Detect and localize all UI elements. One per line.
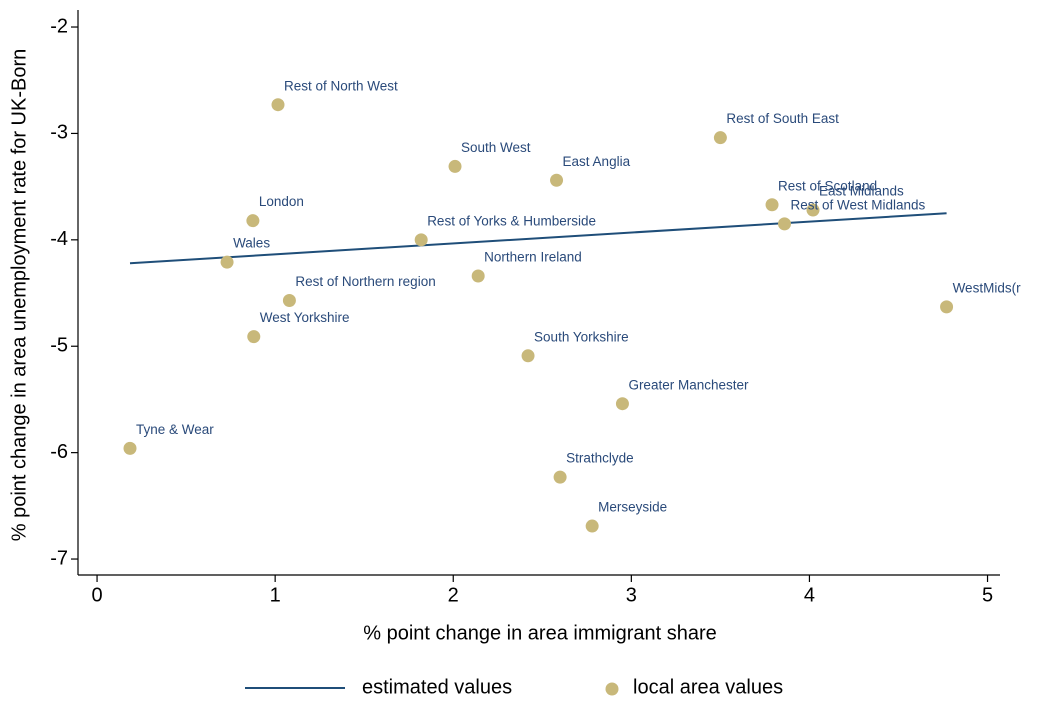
legend-marker: [605, 682, 619, 696]
point: [414, 233, 428, 247]
point: [282, 293, 296, 307]
point-label: South Yorkshire: [534, 329, 629, 344]
point-label: Strathclyde: [566, 451, 634, 466]
point-label: West Yorkshire: [260, 310, 350, 325]
point-label: East Midlands: [819, 184, 904, 199]
point-label: Wales: [233, 236, 270, 251]
x-tick-label: 4: [804, 584, 815, 606]
point: [940, 300, 954, 314]
x-tick-label: 1: [270, 584, 281, 606]
point: [448, 159, 462, 173]
x-axis-title: % point change in area immigrant share: [363, 622, 717, 644]
point: [806, 203, 820, 217]
point: [246, 214, 260, 228]
point-label: Tyne & Wear: [136, 422, 214, 437]
point-label: East Anglia: [563, 154, 631, 169]
point: [247, 330, 261, 344]
point: [713, 131, 727, 145]
y-tick-label: -2: [50, 15, 68, 37]
point: [550, 173, 564, 187]
point-label: Rest of Yorks & Humberside: [427, 213, 596, 228]
point: [585, 519, 599, 533]
point-label: Rest of North West: [284, 78, 398, 93]
fit-line: [129, 212, 947, 265]
point-label: Rest of Scotland: [778, 178, 877, 193]
point: [615, 397, 629, 411]
point-label: South West: [461, 140, 531, 155]
x-tick-label: 2: [448, 584, 459, 606]
point-label: Greater Manchester: [628, 377, 749, 392]
legend-label: local area values: [633, 676, 783, 698]
point-label: WestMids(r: [953, 280, 1022, 295]
legend-label: estimated values: [362, 676, 512, 698]
point: [521, 349, 535, 363]
point-label: Rest of Northern region: [295, 274, 435, 289]
point: [123, 441, 137, 455]
x-tick-label: 5: [982, 584, 993, 606]
y-tick-label: -3: [50, 122, 68, 144]
x-tick-label: 0: [91, 584, 102, 606]
point-label: Rest of South East: [726, 111, 839, 126]
y-tick-label: -5: [50, 335, 68, 357]
point: [553, 470, 567, 484]
point-label: London: [259, 194, 304, 209]
point: [778, 217, 792, 231]
point: [220, 255, 234, 269]
point-label: Northern Ireland: [484, 250, 582, 265]
x-tick-label: 3: [626, 584, 637, 606]
point: [471, 269, 485, 283]
y-tick-label: -6: [50, 441, 68, 463]
point-label: Merseyside: [598, 500, 667, 515]
point-label: Rest of West Midlands: [791, 197, 926, 212]
point: [271, 98, 285, 112]
y-tick-label: -4: [50, 228, 68, 250]
y-tick-label: -7: [50, 547, 68, 569]
y-axis-title: % point change in area unemployment rate…: [8, 49, 30, 542]
point: [765, 198, 779, 212]
